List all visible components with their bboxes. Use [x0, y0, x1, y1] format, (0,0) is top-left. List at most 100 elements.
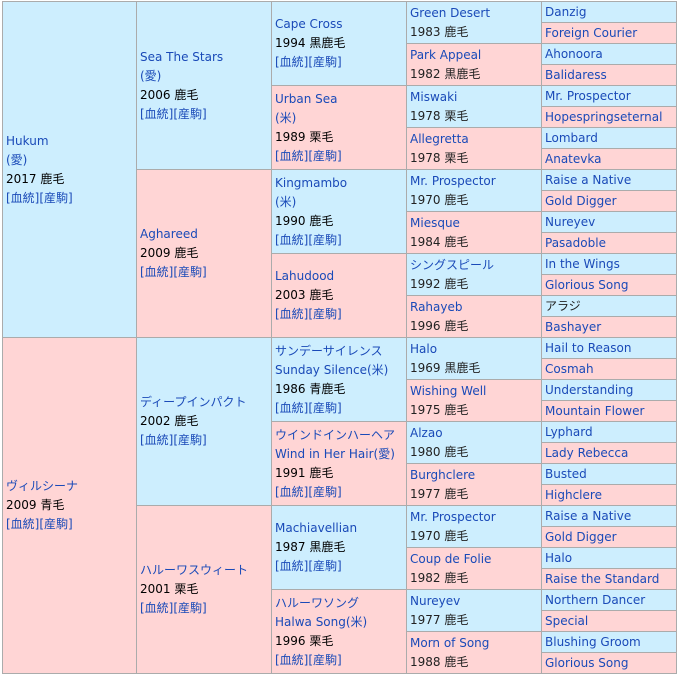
horse-name-link[interactable]: Allegretta: [410, 131, 469, 146]
horse-name-link[interactable]: Miesque: [410, 215, 460, 230]
horse-name-link[interactable]: Glorious Song: [545, 277, 629, 292]
horse-name-link[interactable]: Park Appeal: [410, 47, 482, 62]
horse-name-link[interactable]: Raise a Native: [545, 508, 632, 523]
horse-name-link[interactable]: Mr. Prospector: [410, 509, 496, 524]
horse-name-link[interactable]: Raise the Standard: [545, 571, 660, 586]
horse-name-link[interactable]: Hopespringseternal: [545, 109, 663, 124]
bloodline-link[interactable]: [血統]: [275, 652, 309, 667]
horse-name-link[interactable]: ハルーワソング: [275, 595, 360, 610]
foal-link[interactable]: [産駒]: [39, 517, 73, 531]
horse-name-link[interactable]: Northern Dancer: [545, 592, 646, 607]
horse-name-link[interactable]: Wishing Well: [410, 383, 487, 398]
bloodline-link[interactable]: [血統]: [140, 265, 174, 279]
horse-name-link[interactable]: Hukum: [6, 133, 49, 148]
horse-name-link[interactable]: Cosmah: [545, 361, 594, 376]
bloodline-link[interactable]: [血統]: [275, 148, 309, 163]
bloodline-link[interactable]: [血統]: [275, 55, 309, 69]
horse-name-link[interactable]: Balidaress: [545, 67, 607, 82]
horse-name-link[interactable]: Danzig: [545, 4, 587, 19]
horse-name-link[interactable]: Understanding: [545, 382, 634, 397]
horse-name-link[interactable]: Mr. Prospector: [545, 88, 631, 103]
horse-name-link[interactable]: ウインドインハーヘア: [275, 427, 396, 442]
foal-link[interactable]: [産駒]: [39, 190, 73, 205]
horse-name-link[interactable]: Green Desert: [410, 5, 491, 20]
horse-name-link[interactable]: Halwa Song(米): [275, 614, 368, 629]
foal-link[interactable]: [産駒]: [173, 601, 207, 615]
bloodline-link[interactable]: [血統]: [275, 484, 309, 499]
horse-name-link[interactable]: Lady Rebecca: [545, 445, 629, 460]
horse-name-link[interactable]: シングスピール: [410, 257, 495, 272]
horse-name-link[interactable]: Nureyev: [545, 214, 596, 229]
horse-name-link[interactable]: Mountain Flower: [545, 403, 645, 418]
foal-link[interactable]: [産駒]: [308, 55, 342, 69]
horse-name-link[interactable]: ヴィルシーナ: [6, 479, 79, 493]
horse-name-link[interactable]: (愛): [140, 68, 162, 83]
horse-name-link[interactable]: Lyphard: [545, 424, 593, 439]
horse-name-link[interactable]: Pasadoble: [545, 235, 606, 250]
horse-name-link[interactable]: Morn of Song: [410, 635, 490, 650]
horse-name-link[interactable]: Foreign Courier: [545, 25, 638, 40]
horse-name-link[interactable]: Lahudood: [275, 269, 335, 283]
horse-links: [血統][産駒]: [275, 53, 406, 72]
horse-name-link[interactable]: Gold Digger: [545, 529, 617, 544]
horse-name-link[interactable]: ディープインパクト: [140, 395, 247, 409]
bloodline-link[interactable]: [血統]: [275, 307, 309, 321]
horse-name-link[interactable]: (愛): [6, 152, 28, 167]
bloodline-link[interactable]: [血統]: [275, 559, 309, 573]
horse-name-link[interactable]: Aghareed: [140, 227, 198, 241]
horse-name-link[interactable]: Hail to Reason: [545, 340, 632, 355]
bloodline-link[interactable]: [血統]: [275, 400, 309, 415]
foal-link[interactable]: [産駒]: [308, 148, 342, 163]
horse-name-link[interactable]: Bashayer: [545, 319, 602, 334]
horse-name-link[interactable]: Sea The Stars: [140, 49, 224, 64]
horse-name-link[interactable]: Special: [545, 613, 589, 628]
gen3-horse-cell: Cape Cross 1994 黒鹿毛 [血統][産駒]: [271, 1, 407, 86]
horse-name-link[interactable]: In the Wings: [545, 256, 620, 271]
horse-name-link[interactable]: Cape Cross: [275, 17, 343, 31]
foal-link[interactable]: [産駒]: [173, 433, 207, 447]
foal-link[interactable]: [産駒]: [308, 232, 342, 247]
horse-name-link[interactable]: Lombard: [545, 130, 598, 145]
horse-name-link[interactable]: Gold Digger: [545, 193, 617, 208]
horse-name-link[interactable]: Rahayeb: [410, 299, 463, 314]
gen5-horse-cell: Anatevka: [541, 148, 677, 170]
horse-name-link[interactable]: Miswaki: [410, 89, 458, 104]
foal-link[interactable]: [産駒]: [308, 559, 342, 573]
horse-name-link[interactable]: Nureyev: [410, 593, 461, 608]
horse-name-link[interactable]: サンデーサイレンス: [275, 343, 383, 358]
foal-link[interactable]: [産駒]: [308, 400, 342, 415]
horse-name-link[interactable]: Highclere: [545, 487, 602, 502]
horse-name-link[interactable]: Urban Sea: [275, 91, 338, 106]
bloodline-link[interactable]: [血統]: [6, 190, 40, 205]
bloodline-link[interactable]: [血統]: [275, 232, 309, 247]
horse-name-link[interactable]: Mr. Prospector: [410, 173, 496, 188]
foal-link[interactable]: [産駒]: [173, 265, 207, 279]
horse-name-link[interactable]: Blushing Groom: [545, 634, 641, 649]
horse-name-link[interactable]: Busted: [545, 466, 587, 481]
horse-name-link[interactable]: Halo: [545, 550, 573, 565]
horse-name-link[interactable]: ハルーワスウィート: [140, 563, 249, 577]
pedigree-row: Wishing Well 1975 鹿毛 Understanding: [3, 379, 677, 422]
bloodline-link[interactable]: [血統]: [140, 106, 174, 121]
horse-name-link[interactable]: Machiavellian: [275, 521, 358, 535]
foal-link[interactable]: [産駒]: [308, 484, 342, 499]
foal-link[interactable]: [産駒]: [308, 652, 342, 667]
horse-name-link[interactable]: Halo: [410, 341, 438, 356]
horse-name-link[interactable]: (米): [275, 194, 297, 209]
horse-name-link[interactable]: Alzao: [410, 425, 443, 440]
horse-name-link[interactable]: Sunday Silence(米): [275, 362, 389, 377]
bloodline-link[interactable]: [血統]: [6, 517, 40, 531]
horse-name-link[interactable]: Glorious Song: [545, 655, 629, 670]
horse-name-link[interactable]: Kingmambo: [275, 175, 348, 190]
foal-link[interactable]: [産駒]: [308, 307, 342, 321]
horse-name-link[interactable]: Raise a Native: [545, 172, 632, 187]
foal-link[interactable]: [産駒]: [173, 106, 207, 121]
bloodline-link[interactable]: [血統]: [140, 433, 174, 447]
bloodline-link[interactable]: [血統]: [140, 601, 174, 615]
horse-name-link[interactable]: (米): [275, 110, 297, 125]
horse-name-link[interactable]: Burghclere: [410, 467, 476, 482]
horse-name-link[interactable]: Anatevka: [545, 151, 602, 166]
horse-name-link[interactable]: Coup de Folie: [410, 551, 492, 566]
horse-name-link[interactable]: Wind in Her Hair(愛): [275, 446, 395, 461]
horse-name-link[interactable]: Ahonoora: [545, 46, 603, 61]
